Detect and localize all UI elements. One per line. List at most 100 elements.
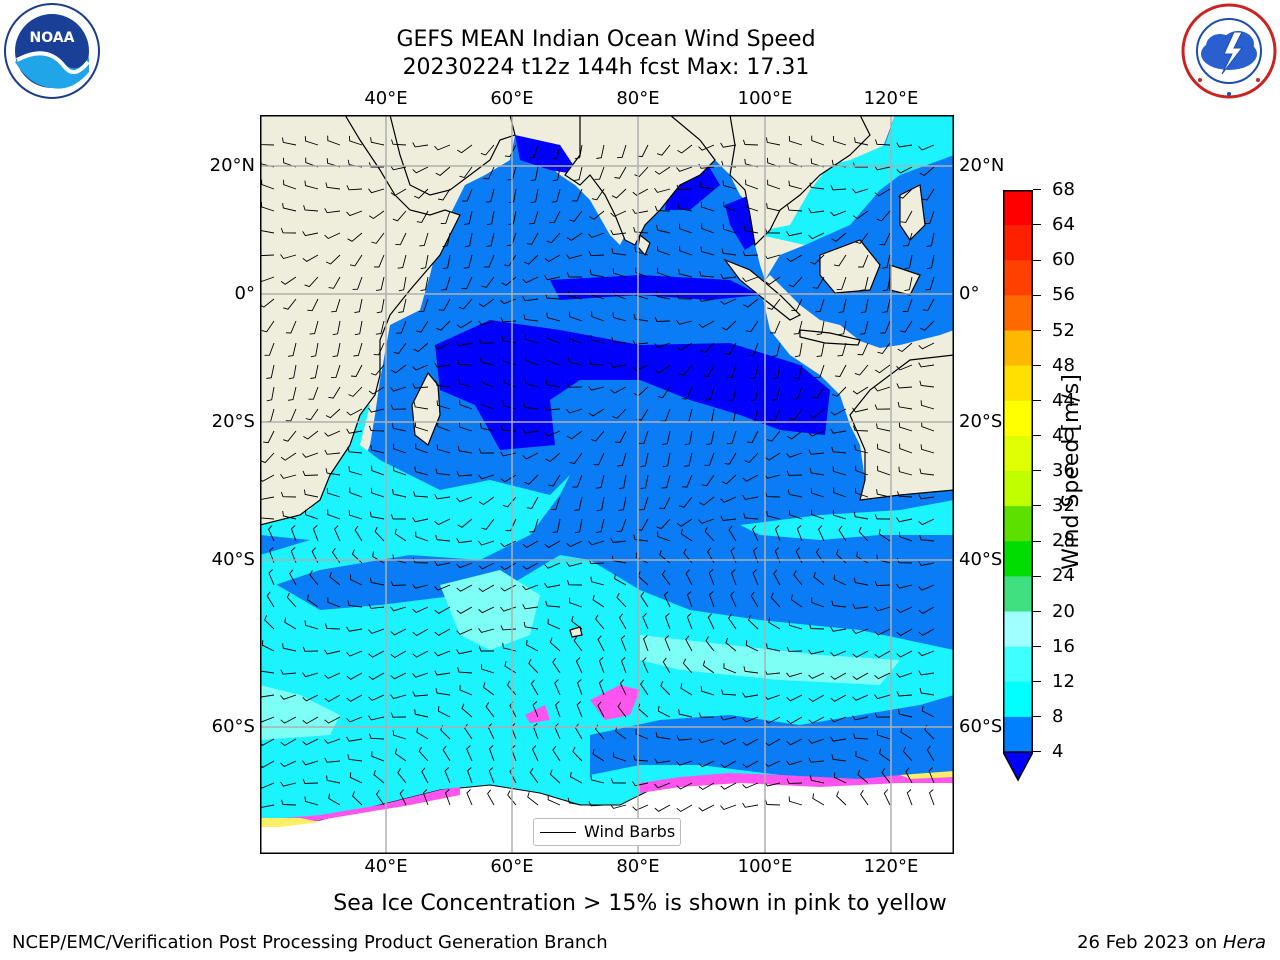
wind-barb [346, 672, 363, 680]
wind-barb [591, 311, 605, 322]
wind-barb [478, 540, 495, 546]
wind-barb [744, 452, 759, 464]
wind-barb [611, 248, 627, 256]
wind-barb [660, 408, 671, 422]
wind-barb [876, 210, 891, 222]
colorbar-tick-label: 24 [1052, 565, 1075, 587]
wind-barb [478, 606, 495, 614]
wind-barb [572, 746, 583, 762]
wind-barb [282, 643, 297, 652]
wind-barb [632, 339, 649, 345]
wind-barb [325, 775, 341, 784]
wind-barb [303, 430, 319, 440]
wind-barb [459, 399, 473, 410]
colorbar-tick-mark [1033, 575, 1041, 577]
wind-barb [720, 142, 737, 148]
wind-barb [680, 683, 693, 696]
wind-barb [390, 514, 407, 520]
wind-barb [483, 166, 495, 180]
wind-barb [610, 804, 627, 809]
wind-barb [722, 224, 737, 234]
wind-barb [421, 767, 429, 784]
lat-tick-left: 60°S [211, 716, 255, 737]
wind-barb [370, 487, 385, 498]
colorbar-tick-mark [1033, 716, 1041, 718]
wind-barb [900, 210, 913, 223]
wind-barb [488, 745, 495, 762]
wind-barb [720, 715, 737, 721]
wind-barb [903, 232, 913, 247]
wind-barb [332, 342, 341, 358]
wind-barb [926, 745, 935, 762]
wind-barb [354, 525, 363, 542]
wind-barb [882, 276, 891, 292]
wind-barb [398, 298, 407, 313]
wind-barb [920, 400, 935, 410]
wind-barb [442, 232, 451, 248]
wind-barb [655, 291, 671, 300]
wind-barb [302, 694, 319, 702]
wind-barb [680, 528, 693, 542]
lat-tick-right: 0° [959, 283, 980, 304]
footer-credit: NCEP/EMC/Verification Post Processing Pr… [12, 932, 608, 953]
wind-barb [412, 691, 429, 697]
wind-barb [324, 672, 341, 679]
colorbar-swatch [1003, 225, 1033, 261]
wind-barb [859, 320, 869, 335]
wind-barb [594, 724, 605, 740]
wind-barb [830, 408, 847, 416]
wind-barb [874, 188, 891, 197]
wind-barb [794, 342, 803, 358]
wind-barb [831, 232, 847, 242]
wind-barb [412, 628, 429, 637]
wind-barb [830, 716, 847, 723]
wind-barb [435, 468, 451, 476]
wind-barb [809, 182, 825, 190]
wind-barb [458, 421, 473, 432]
wind-barb [766, 203, 781, 212]
wind-barb [266, 591, 275, 608]
wind-barb [744, 201, 759, 212]
wind-barb [530, 188, 539, 204]
wind-barb [921, 706, 935, 718]
wind-barb [397, 768, 407, 784]
wind-barb [596, 144, 605, 159]
wind-barb [568, 291, 583, 300]
wind-barb [677, 203, 693, 212]
colorbar-tick-label: 8 [1052, 705, 1064, 727]
wind-barb [393, 342, 407, 355]
wind-barb [280, 452, 297, 461]
wind-barb [874, 712, 891, 718]
wind-barb [854, 487, 869, 498]
wind-barb [478, 298, 495, 308]
wind-barb [416, 727, 429, 740]
wind-barb [567, 357, 583, 366]
wind-barb [434, 606, 451, 614]
wind-barb [420, 276, 429, 292]
wind-barb [369, 733, 385, 740]
wind-barb [698, 760, 715, 768]
wind-barb [681, 386, 693, 400]
wind-barb [874, 672, 891, 680]
wind-barb [376, 276, 385, 291]
wind-barb [350, 364, 363, 377]
wind-barb [750, 591, 759, 608]
wind-barb [643, 635, 649, 652]
wind-barb [926, 232, 935, 248]
wind-barb [545, 452, 561, 463]
wind-barb [545, 293, 561, 300]
wind-barb [478, 338, 495, 344]
wind-barb [685, 569, 693, 586]
wind-barb [618, 613, 627, 630]
wind-barb [456, 537, 473, 544]
wind-barb [614, 573, 627, 586]
wind-barb [286, 592, 297, 608]
sea-ice-note: Sea Ice Concentration > 15% is shown in … [333, 891, 947, 916]
wind-barb [922, 188, 935, 201]
wind-barb [676, 782, 693, 790]
wind-barb [857, 769, 869, 784]
wind-barb [788, 276, 803, 288]
colorbar-tick-mark [1033, 610, 1041, 612]
wind-barb [346, 428, 363, 434]
wind-barb [283, 179, 297, 190]
